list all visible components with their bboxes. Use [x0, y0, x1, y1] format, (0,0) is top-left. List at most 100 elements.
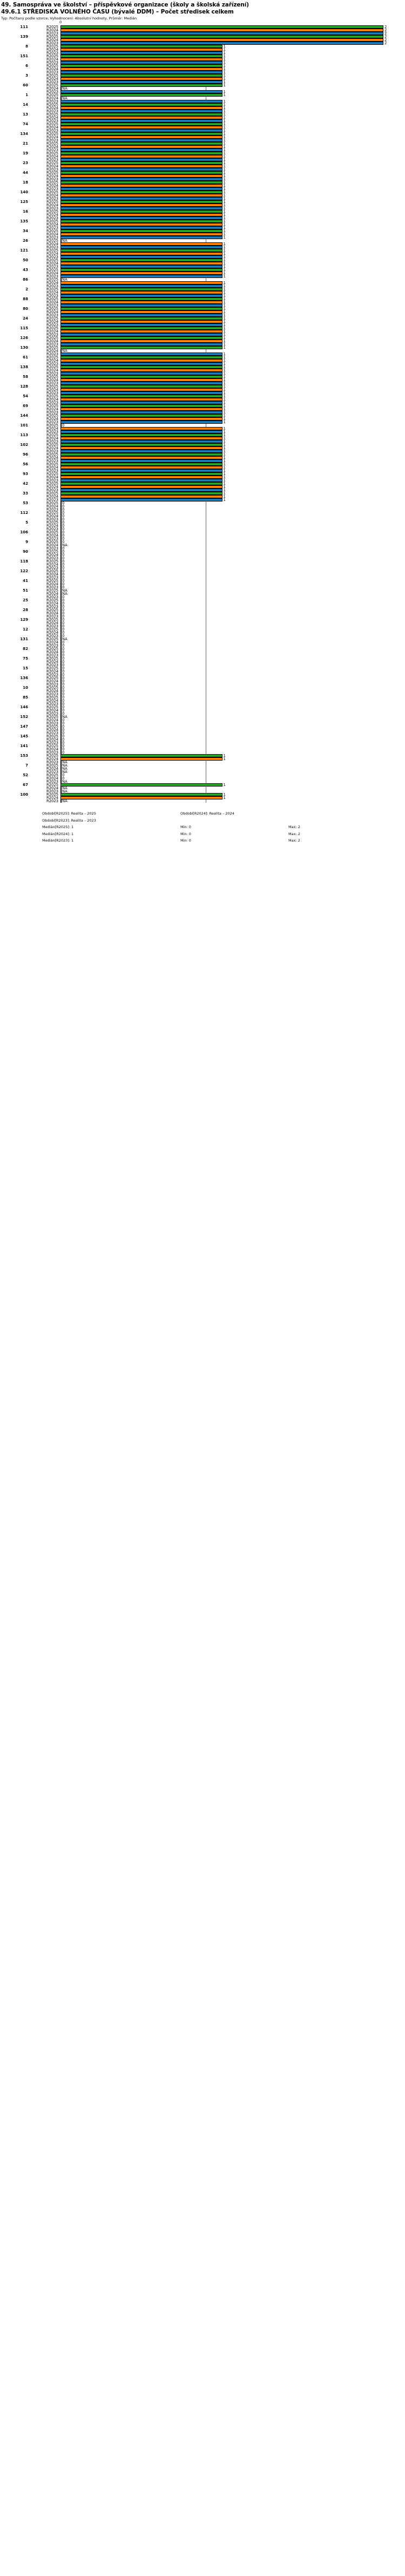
bar-row: R2023 0 [0, 517, 405, 521]
bar-row-label: R2025 [46, 394, 58, 398]
bar-fill [61, 265, 222, 268]
bar-row-label: R2025 [46, 676, 58, 680]
bar-value-label: 0 [62, 579, 65, 583]
legend-entry-secondary: Min: 0 [180, 831, 191, 836]
bar [61, 482, 222, 485]
bar-group: 23 R2025 1 R2024 1 R2023 1 [0, 161, 405, 172]
bar [61, 336, 222, 340]
bar-value-label: 1 [223, 180, 226, 185]
bar-row: R2023 0 [0, 673, 405, 677]
bar-group-id: 42 [23, 482, 28, 486]
bar-row: R2025 1 [0, 54, 405, 58]
bar-row: R2024 0 [0, 601, 405, 606]
bar-value-label: 2 [384, 31, 387, 36]
bar-row: R2024 1 [0, 281, 405, 285]
bar-row: R2023 1 [0, 323, 405, 327]
bar-row: R2024 0 [0, 514, 405, 518]
bar-row-label: R2025 [46, 511, 58, 515]
bar-row-label: R2023 [46, 507, 58, 512]
bar-row: R2025 1 [0, 268, 405, 272]
bar-row-label: R2024 [46, 320, 58, 324]
bar-value-label: 0 [62, 605, 65, 609]
legend-row: Období[R2025]: Realita – 2025 Období[R202… [42, 810, 405, 817]
bar-group: 129 R2025 0 R2024 0 R2023 0 [0, 618, 405, 628]
bar-row-label: R2025 [46, 482, 58, 486]
bar-row: R2023 0 [0, 643, 405, 648]
bar [61, 262, 222, 265]
bar-group-id: 135 [20, 219, 28, 223]
bar-row-label: R2025 [46, 375, 58, 379]
bar-group: 43 R2025 1 R2024 1 R2023 1 [0, 268, 405, 279]
bar-fill [61, 178, 222, 181]
bar [61, 80, 222, 84]
bar-group: 121 R2025 1 R2024 1 R2023 1 [0, 248, 405, 259]
bar-group-id: 44 [23, 171, 28, 175]
bar-row-label: R2023 [46, 546, 58, 551]
bar-group-id: 28 [23, 608, 28, 612]
bar-group-id: 151 [20, 54, 28, 58]
bar-value-label: 1 [223, 401, 226, 405]
bar-row-label: R2023 [46, 459, 58, 463]
bar-value-label: 1 [223, 57, 226, 62]
bar [61, 417, 222, 421]
bar-fill [61, 145, 222, 148]
bar-row: R2025 1 [0, 122, 405, 126]
bar-fill [61, 236, 222, 239]
bar-fill [61, 106, 222, 110]
bar-value-label: 1 [223, 138, 226, 143]
bar-fill [61, 398, 222, 401]
bar-group: 56 R2025 1 R2024 1 R2023 1 [0, 462, 405, 473]
bar-row-label: R2025 [46, 83, 58, 87]
bar-row-label: R2024 [46, 679, 58, 683]
bar-group: 85 R2025 0 R2024 0 R2023 0 [0, 695, 405, 706]
bar-value-label: 0 [62, 702, 65, 706]
bar-row: R2023 1 [0, 420, 405, 424]
bar-value-label: 1 [223, 48, 226, 52]
bar-value-label: 1 [223, 112, 226, 117]
bar-value-label: 1 [223, 90, 226, 94]
bar-value-label: 1 [223, 60, 226, 65]
bar-fill [61, 77, 222, 80]
bar-row: R2024 0 [0, 524, 405, 528]
bar [61, 61, 222, 64]
bar-row: R2024 0 [0, 611, 405, 615]
bar-fill [61, 310, 222, 314]
bar-row: R2024 1 [0, 125, 405, 130]
bar-value-label: NA [62, 767, 68, 771]
bar-fill [61, 453, 222, 456]
bar-row-label: R2024 [46, 290, 58, 295]
bar-row: R2025 NA [0, 277, 405, 282]
bar-row-label: R2024 [46, 106, 58, 110]
bar-row-label: R2023 [46, 255, 58, 259]
bar-group-id: 53 [23, 501, 28, 505]
bar-row-label: R2023 [46, 226, 58, 230]
bar-row-label: R2023 [46, 177, 58, 181]
bar-row: R2025 1 [0, 171, 405, 175]
bar [61, 155, 222, 158]
bar [61, 340, 222, 343]
bar-row: R2024 1 [0, 77, 405, 81]
bar-row-label: R2023 [46, 750, 58, 755]
bar-row-label: R2024 [46, 164, 58, 168]
bar-row: R2023 1 [0, 70, 405, 74]
bar-group-id: 21 [23, 141, 28, 146]
bar-row: R2025 0 [0, 579, 405, 583]
bar-group: 140 R2025 1 R2024 1 R2023 1 [0, 190, 405, 201]
bar-value-label: 1 [223, 252, 226, 256]
bar [61, 793, 222, 796]
bar-row-label: R2023 [46, 274, 58, 279]
bar-value-label: 1 [223, 274, 226, 279]
bar-row-label: R2023 [46, 449, 58, 453]
bar-value-label: 1 [223, 294, 226, 298]
bar-value-label: 0 [62, 750, 65, 755]
bar-row: R2023 1 [0, 294, 405, 298]
bar-value-label: 1 [223, 300, 226, 304]
bar-value-label: 0 [62, 572, 65, 577]
bar-row-label: R2024 [46, 86, 58, 91]
bar [61, 485, 222, 489]
bar-fill [61, 207, 222, 210]
bar [61, 411, 222, 414]
bar [61, 220, 222, 223]
bar-value-label: 1 [223, 290, 226, 295]
bar-group-id: 1 [25, 93, 28, 97]
